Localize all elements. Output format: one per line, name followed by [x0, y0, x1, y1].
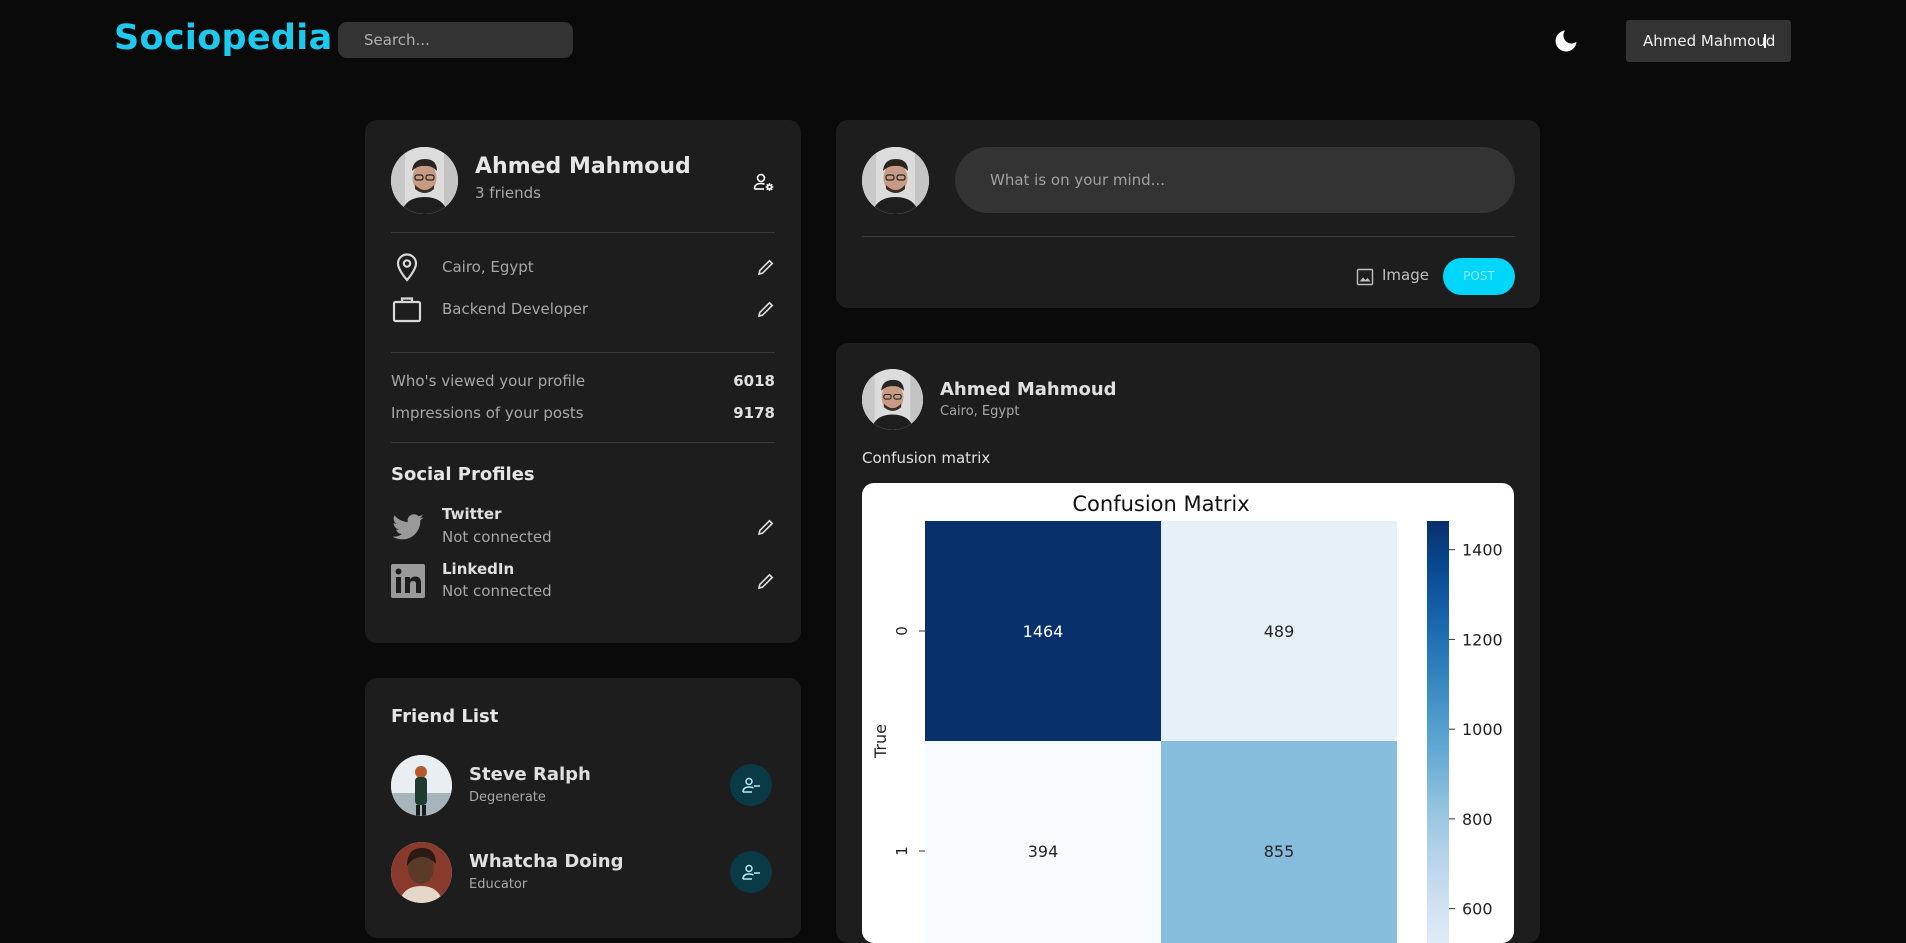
impressions-value: 9178: [733, 404, 775, 422]
y-tick-label: 1: [893, 846, 911, 856]
cell-value-label: 394: [1028, 842, 1059, 861]
remove-friend-button[interactable]: [730, 851, 772, 893]
avatar[interactable]: [391, 755, 452, 816]
y-tick-label: 0: [893, 626, 911, 636]
friend-name[interactable]: Whatcha Doing: [469, 851, 624, 872]
post-card: Ahmed Mahmoud Cairo, Egypt Confusion mat…: [836, 343, 1540, 943]
confusion-matrix-chart: Confusion Matrix 1464 489 394 855 0 1 True 1400 1…: [871, 492, 1503, 943]
linkedin-icon: [391, 564, 425, 598]
colorbar-tick-label: 1200: [1462, 630, 1503, 649]
user-select-dropdown[interactable]: Ahmed Mahmoud: [1626, 20, 1791, 62]
person-remove-icon: [742, 864, 760, 880]
post-button[interactable]: POST: [1443, 258, 1515, 295]
manage-accounts-icon[interactable]: [752, 170, 776, 194]
colorbar-tick-label: 1400: [1462, 541, 1503, 560]
heatmap-cell: [925, 521, 1161, 741]
heatmap-cell: [1161, 521, 1397, 741]
friend-list-title: Friend List: [391, 706, 499, 727]
edit-icon[interactable]: [757, 258, 775, 276]
social-profiles-title: Social Profiles: [391, 464, 535, 485]
colorbar-tick-label: 800: [1462, 810, 1493, 829]
user-location: Cairo, Egypt: [442, 258, 534, 276]
social-name-twitter: Twitter: [442, 505, 502, 523]
app-logo[interactable]: Sociopedia: [114, 18, 333, 58]
image-label: Image: [1382, 266, 1429, 284]
briefcase-icon: [391, 293, 423, 325]
avatar[interactable]: [862, 147, 929, 214]
text-cursor: [1764, 34, 1766, 48]
friend-count: 3 friends: [475, 184, 541, 202]
colorbar: [1427, 521, 1449, 943]
user-occupation: Backend Developer: [442, 300, 589, 318]
edit-icon[interactable]: [757, 518, 775, 536]
avatar[interactable]: [862, 369, 923, 430]
colorbar-tick-label: 1000: [1462, 720, 1503, 739]
avatar[interactable]: [391, 842, 452, 903]
friend-name[interactable]: Steve Ralph: [469, 764, 591, 785]
post-input[interactable]: [955, 147, 1515, 213]
social-status-linkedin: Not connected: [442, 582, 552, 600]
location-icon: [391, 251, 423, 283]
user-widget: Ahmed Mahmoud 3 friends Cairo, Egypt Bac…: [365, 120, 801, 643]
friend-occupation: Educator: [469, 877, 528, 892]
cell-value-label: 1464: [1023, 622, 1064, 641]
search-input[interactable]: [338, 22, 573, 58]
friend-occupation: Degenerate: [469, 790, 546, 805]
y-axis-label: True: [871, 724, 890, 759]
post-location: Cairo, Egypt: [940, 404, 1020, 419]
profile-views-label: Who's viewed your profile: [391, 372, 586, 390]
friend-list-widget: Friend List Steve Ralph Degenerate Whatc…: [365, 678, 801, 938]
post-author[interactable]: Ahmed Mahmoud: [940, 379, 1117, 400]
twitter-icon: [391, 510, 425, 544]
heatmap-cell: [1161, 741, 1397, 943]
edit-icon[interactable]: [757, 300, 775, 318]
divider: [391, 352, 775, 353]
colorbar-tick-label: 600: [1462, 900, 1493, 919]
divider: [391, 442, 775, 443]
chart-title: Confusion Matrix: [1072, 492, 1249, 516]
image-icon: [1356, 268, 1374, 286]
profile-views-value: 6018: [733, 372, 775, 390]
post-composer: Image POST: [836, 120, 1540, 308]
post-description: Confusion matrix: [862, 449, 991, 467]
remove-friend-button[interactable]: [730, 764, 772, 806]
social-status-twitter: Not connected: [442, 528, 552, 546]
heatmap-cell: [925, 741, 1161, 943]
cell-value-label: 489: [1264, 622, 1295, 641]
divider: [391, 232, 775, 233]
navbar: Sociopedia Ahmed Mahmoud: [0, 0, 1906, 80]
moon-icon[interactable]: [1552, 27, 1580, 55]
user-name[interactable]: Ahmed Mahmoud: [475, 154, 691, 179]
cell-value-label: 855: [1264, 842, 1295, 861]
divider: [862, 236, 1515, 237]
post-image[interactable]: Confusion Matrix 1464 489 394 855 0 1 True 1400 1…: [862, 483, 1514, 943]
edit-icon[interactable]: [757, 572, 775, 590]
person-remove-icon: [742, 777, 760, 793]
social-name-linkedin: LinkedIn: [442, 560, 515, 578]
impressions-label: Impressions of your posts: [391, 404, 584, 422]
avatar[interactable]: [391, 147, 458, 214]
